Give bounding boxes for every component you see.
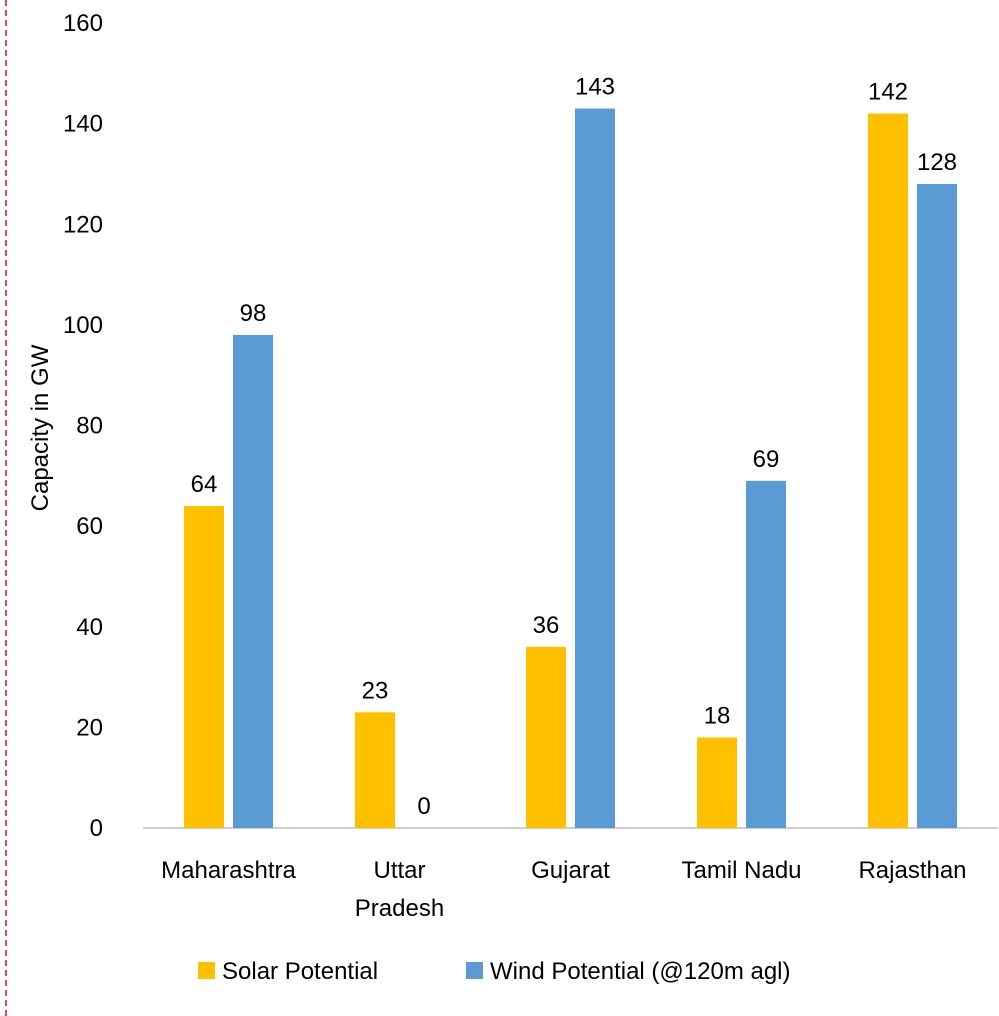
category-label: Maharashtra	[161, 857, 296, 884]
legend: Solar Potential Wind Potential (@120m agl…	[198, 958, 791, 985]
bar-wind	[917, 184, 957, 828]
category-label: Uttar	[373, 857, 425, 884]
bar-solar	[697, 737, 737, 828]
category-label: Pradesh	[355, 895, 444, 922]
data-label: 23	[362, 677, 389, 704]
category-label: Rajasthan	[858, 857, 966, 884]
bar-solar	[184, 506, 224, 828]
data-label: 128	[917, 149, 957, 176]
y-tick-label: 40	[76, 614, 103, 641]
data-label: 64	[191, 471, 218, 498]
category-label: Gujarat	[531, 857, 610, 884]
legend-label: Solar Potential	[222, 958, 378, 985]
bar-solar	[526, 646, 566, 828]
data-label: 0	[417, 793, 430, 820]
y-tick-label: 140	[63, 111, 103, 138]
y-axis-title: Capacity in GW	[27, 344, 54, 511]
y-axis: 0 20 40 60 80 100 120 140 160	[63, 10, 103, 842]
page-border	[5, 0, 7, 1016]
legend-swatch	[466, 962, 483, 979]
y-tick-label: 160	[63, 10, 103, 37]
y-tick-label: 60	[76, 513, 103, 540]
legend-label: Wind Potential (@120m agl)	[490, 958, 791, 985]
bar-wind	[575, 108, 615, 828]
data-label: 69	[753, 446, 780, 473]
bar-wind	[233, 334, 273, 828]
data-labels: 64 98 23 0 36 143 18 69 142 128	[191, 74, 957, 820]
bar-solar	[868, 113, 908, 828]
bar-solar	[355, 712, 395, 828]
bars	[184, 108, 957, 828]
y-tick-label: 120	[63, 211, 103, 238]
legend-swatch	[198, 962, 215, 979]
y-tick-label: 80	[76, 413, 103, 440]
data-label: 143	[575, 74, 615, 101]
bar-wind	[746, 480, 786, 828]
data-label: 18	[704, 702, 731, 729]
y-tick-label: 100	[63, 312, 103, 339]
data-label: 36	[533, 612, 560, 639]
x-axis: Maharashtra Uttar Pradesh Gujarat Tamil Nadu…	[161, 857, 966, 922]
data-label: 98	[240, 300, 267, 327]
data-label: 142	[868, 79, 908, 106]
y-tick-label: 0	[90, 815, 103, 842]
y-tick-label: 20	[76, 714, 103, 741]
category-label: Tamil Nadu	[681, 857, 801, 884]
